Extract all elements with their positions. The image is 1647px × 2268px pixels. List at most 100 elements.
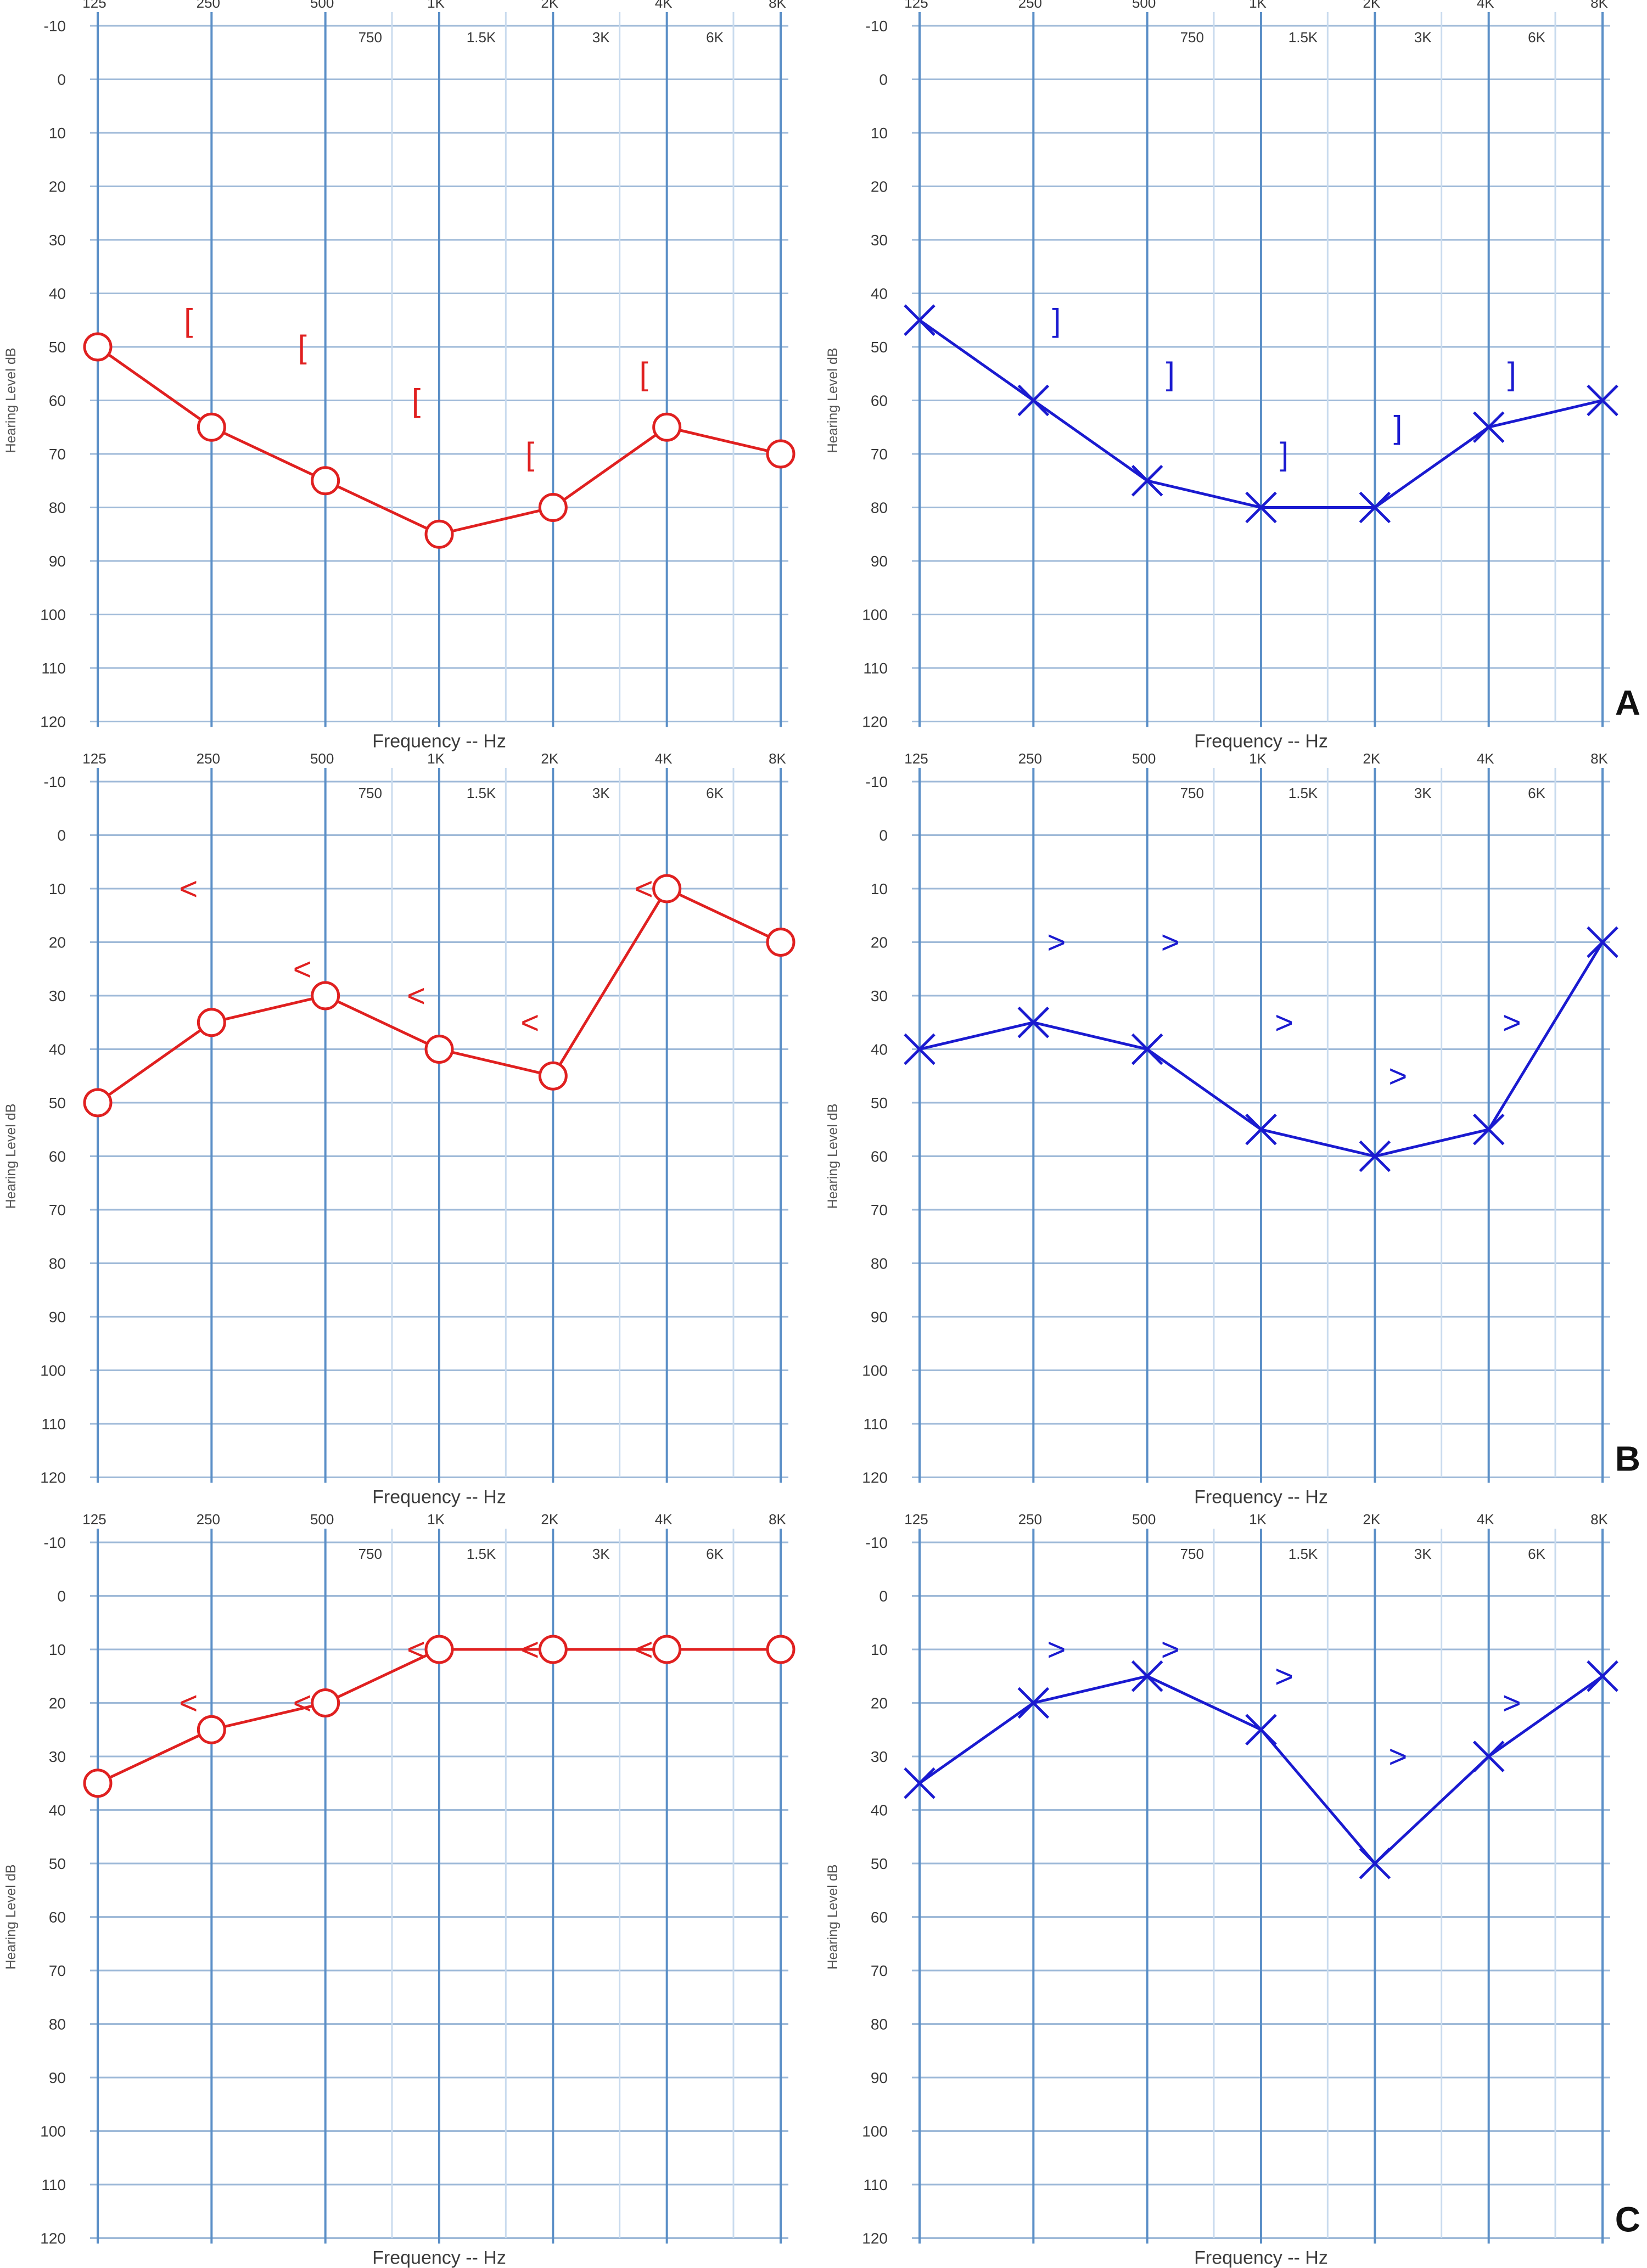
chart-b-right-octave-tick-label: 8K bbox=[769, 750, 786, 767]
chart-a-right-y-tick-label: 10 bbox=[49, 125, 66, 142]
chart-a-right-y-tick-label: 120 bbox=[40, 714, 66, 731]
chart-a-right-x-axis-label: Frequency -- Hz bbox=[372, 731, 506, 752]
chart-c-right-air-point-circle-icon bbox=[311, 1688, 340, 1717]
chart-c-left-interoctave-tick-label: 1.5K bbox=[1289, 1546, 1318, 1562]
chart-a-left-octave-tick-label: 250 bbox=[1018, 0, 1042, 11]
chart-a-right-y-tick-label: 20 bbox=[49, 178, 66, 195]
chart-b-left-y-tick-label: 90 bbox=[871, 1309, 888, 1326]
chart-c-left-octave-tick-label: 500 bbox=[1132, 1511, 1156, 1528]
chart-a-right-y-tick-label: 40 bbox=[49, 285, 66, 302]
chart-c-right-air-point-circle-icon bbox=[766, 1635, 796, 1664]
chart-b-left-bone-point-right-angle-icon: > bbox=[1503, 1005, 1521, 1041]
chart-a-right-y-tick-label: 110 bbox=[41, 660, 66, 677]
chart-c-right-air-point-circle-icon bbox=[652, 1635, 682, 1664]
chart-c-right-y-tick-label: 120 bbox=[40, 2230, 66, 2247]
chart-a-left-y-tick-label: 40 bbox=[871, 285, 888, 302]
chart-c-right-y-axis-label: Hearing Level dB bbox=[3, 1865, 19, 1970]
chart-a-left-bone-point-right-square-bracket-icon: ] bbox=[1393, 409, 1402, 445]
chart-b-left-air-point-x-mark-icon bbox=[1017, 1006, 1050, 1038]
chart-a-right-interoctave-tick-label: 6K bbox=[706, 29, 724, 46]
chart-c-right-octave-tick-label: 250 bbox=[197, 1511, 220, 1528]
chart-b-left-y-axis-label: Hearing Level dB bbox=[825, 1104, 841, 1209]
chart-b-left-y-tick-label: 110 bbox=[863, 1416, 888, 1433]
chart-c-left-octave-tick-label: 250 bbox=[1018, 1511, 1042, 1528]
chart-b-left-audiogram: -10 0 10 20 30 40 50 60 70 80 90 100 110 120 750 1.5K 3K… bbox=[825, 750, 1640, 1508]
chart-b-right-y-axis-label: Hearing Level dB bbox=[3, 1104, 19, 1209]
chart-a-left-interoctave-tick-label: 6K bbox=[1528, 29, 1545, 46]
chart-a-left-y-tick-label: 120 bbox=[862, 714, 888, 731]
chart-c-left-x-axis-label: Frequency -- Hz bbox=[1194, 2248, 1328, 2268]
chart-c-right-y-tick-label: 0 bbox=[57, 1588, 66, 1605]
chart-b-right-air-point-circle-icon bbox=[83, 1088, 113, 1118]
chart-b-right-interoctave-tick-label: 3K bbox=[592, 785, 610, 801]
chart-b-left-bone-point-right-angle-icon: > bbox=[1275, 1005, 1293, 1041]
chart-a-left-interoctave-tick-label: 750 bbox=[1180, 29, 1204, 46]
chart-c-right-y-tick-label: 30 bbox=[49, 1748, 66, 1765]
chart-c-right-air-point-circle-icon bbox=[83, 1769, 113, 1798]
chart-a-left-y-tick-label: 100 bbox=[862, 607, 888, 624]
chart-c-left-air-point-x-mark-icon bbox=[904, 1767, 935, 1799]
chart-c-left-air-point-x-mark-icon bbox=[1587, 1660, 1618, 1692]
chart-c-left-bone-point-right-angle-icon: > bbox=[1161, 1632, 1180, 1668]
chart-b-left-interoctave-tick-label: 6K bbox=[1528, 785, 1545, 801]
chart-a-left-air-point-x-mark-icon bbox=[904, 304, 935, 336]
chart-b-right-air-point-circle-icon bbox=[652, 874, 682, 903]
chart-b-right-octave-tick-label: 500 bbox=[310, 750, 334, 767]
chart-b-left-interoctave-tick-label: 3K bbox=[1414, 785, 1432, 801]
chart-a-left-y-tick-label: 110 bbox=[863, 660, 888, 677]
chart-a-right-y-tick-label: 60 bbox=[49, 392, 66, 409]
chart-b-right-bone-point-left-angle-icon: < bbox=[520, 1005, 539, 1041]
chart-b-left-octave-tick-label: 250 bbox=[1018, 750, 1042, 767]
chart-b-right-y-tick-label: 20 bbox=[49, 934, 66, 951]
chart-c-left-bone-point-right-angle-icon: > bbox=[1388, 1739, 1407, 1775]
chart-a-left-y-axis-label: Hearing Level dB bbox=[825, 348, 841, 453]
chart-c-left-air-point-x-mark-icon bbox=[1359, 1848, 1391, 1879]
chart-b-left-y-tick-label: 60 bbox=[871, 1148, 888, 1165]
chart-a-right-bone-point-left-square-bracket-icon: [ bbox=[298, 329, 307, 365]
chart-c-left-air-point-x-mark-icon bbox=[1245, 1714, 1277, 1746]
chart-a-left-air-point-x-mark-icon bbox=[1359, 491, 1391, 524]
chart-a-right-octave-tick-label: 125 bbox=[82, 0, 106, 11]
chart-a-left-bone-point-right-square-bracket-icon: ] bbox=[1280, 436, 1289, 472]
chart-b-left-octave-tick-label: 500 bbox=[1132, 750, 1156, 767]
chart-c-left-air-point-x-mark-icon bbox=[1017, 1687, 1050, 1719]
chart-c-right-octave-tick-label: 4K bbox=[655, 1511, 673, 1528]
chart-b-left-octave-tick-label: 2K bbox=[1363, 750, 1380, 767]
chart-a-left-octave-tick-label: 8K bbox=[1590, 0, 1608, 11]
chart-c-left-y-tick-label: 60 bbox=[871, 1909, 888, 1926]
chart-b-left-y-tick-label: 30 bbox=[871, 987, 888, 1004]
chart-c-right-y-tick-label: 60 bbox=[49, 1909, 66, 1926]
chart-b-right-y-tick-label: 110 bbox=[41, 1416, 66, 1433]
chart-c-left-y-tick-label: 100 bbox=[862, 2123, 888, 2140]
chart-a-right-bone-point-left-square-bracket-icon: [ bbox=[640, 356, 648, 392]
chart-b-right-y-tick-label: 40 bbox=[49, 1041, 66, 1058]
chart-a-left-y-tick-label: 30 bbox=[871, 232, 888, 249]
chart-b-right-y-tick-label: 60 bbox=[49, 1148, 66, 1165]
chart-c-right-air-point-circle-icon bbox=[538, 1635, 568, 1664]
chart-b-right-air-point-circle-icon bbox=[424, 1035, 454, 1064]
chart-a-left-y-tick-label: 70 bbox=[871, 446, 888, 463]
chart-a-left-x-axis-label: Frequency -- Hz bbox=[1194, 731, 1328, 752]
chart-b-right-octave-tick-label: 2K bbox=[541, 750, 558, 767]
chart-a-left-air-point-x-mark-icon bbox=[1131, 464, 1163, 497]
chart-b-left-interoctave-tick-label: 1.5K bbox=[1289, 785, 1318, 801]
chart-b-left-bone-point-right-angle-icon: > bbox=[1388, 1058, 1407, 1094]
chart-a-right-y-tick-label: 50 bbox=[49, 339, 66, 356]
chart-b-right-bone-point-left-angle-icon: < bbox=[179, 871, 198, 907]
chart-c-right-interoctave-tick-label: 1.5K bbox=[467, 1546, 496, 1562]
chart-b-right-y-tick-label: 0 bbox=[57, 827, 66, 844]
chart-b-right-interoctave-tick-label: 1.5K bbox=[467, 785, 496, 801]
chart-c-right-interoctave-tick-label: 750 bbox=[358, 1546, 382, 1562]
chart-c-left-bone-point-right-angle-icon: > bbox=[1047, 1632, 1066, 1668]
chart-c-left-octave-tick-label: 8K bbox=[1590, 1511, 1608, 1528]
chart-a-right-octave-tick-label: 8K bbox=[769, 0, 786, 11]
chart-a-right-air-point-circle-icon bbox=[83, 332, 113, 362]
chart-b-left-air-point-x-mark-icon bbox=[1131, 1033, 1163, 1065]
chart-c-left-y-tick-label: 20 bbox=[871, 1695, 888, 1712]
chart-c-left-y-tick-label: 0 bbox=[879, 1588, 888, 1605]
chart-b-right-bone-point-left-angle-icon: < bbox=[293, 951, 312, 987]
chart-b-left-y-tick-label: 80 bbox=[871, 1255, 888, 1272]
chart-b-left-octave-tick-label: 125 bbox=[904, 750, 928, 767]
chart-a-right-bone-point-left-square-bracket-icon: [ bbox=[525, 436, 534, 472]
